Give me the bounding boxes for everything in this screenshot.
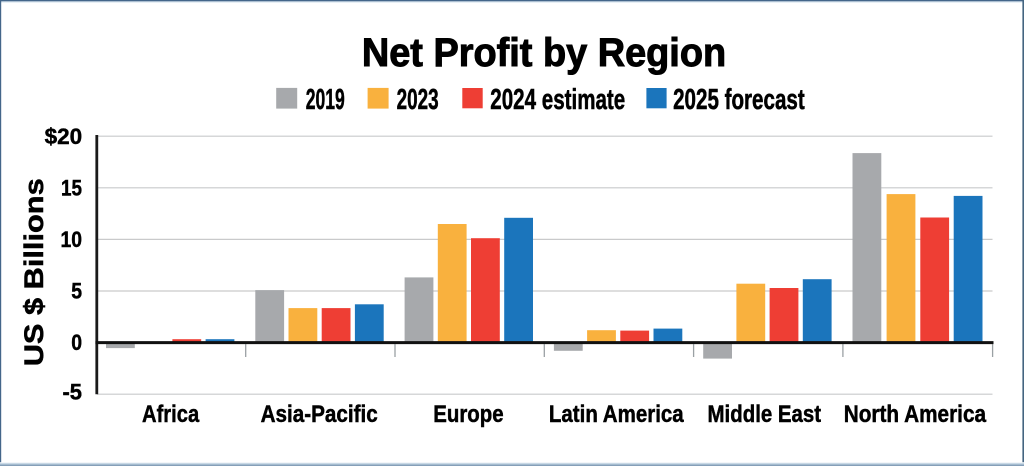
- svg-text:-5: -5: [63, 380, 83, 405]
- svg-text:Asia-Pacific: Asia-Pacific: [261, 401, 378, 428]
- svg-text:North America: North America: [844, 401, 987, 428]
- svg-text:2023: 2023: [397, 84, 439, 116]
- svg-text:Middle East: Middle East: [708, 401, 822, 428]
- svg-text:2019: 2019: [306, 84, 345, 116]
- svg-text:10: 10: [61, 227, 83, 252]
- svg-text:Latin America: Latin America: [549, 401, 684, 428]
- svg-text:0: 0: [71, 330, 82, 355]
- svg-text:Europe: Europe: [433, 401, 503, 428]
- svg-text:2025 forecast: 2025 forecast: [673, 84, 805, 116]
- svg-text:15: 15: [61, 175, 82, 200]
- svg-text:5: 5: [71, 279, 82, 304]
- svg-text:$20: $20: [45, 124, 83, 149]
- svg-text:US $ Billions: US $ Billions: [19, 178, 49, 366]
- svg-text:2024 estimate: 2024 estimate: [490, 84, 625, 116]
- svg-text:Africa: Africa: [142, 401, 199, 428]
- svg-text:Net Profit by Region: Net Profit by Region: [362, 31, 726, 75]
